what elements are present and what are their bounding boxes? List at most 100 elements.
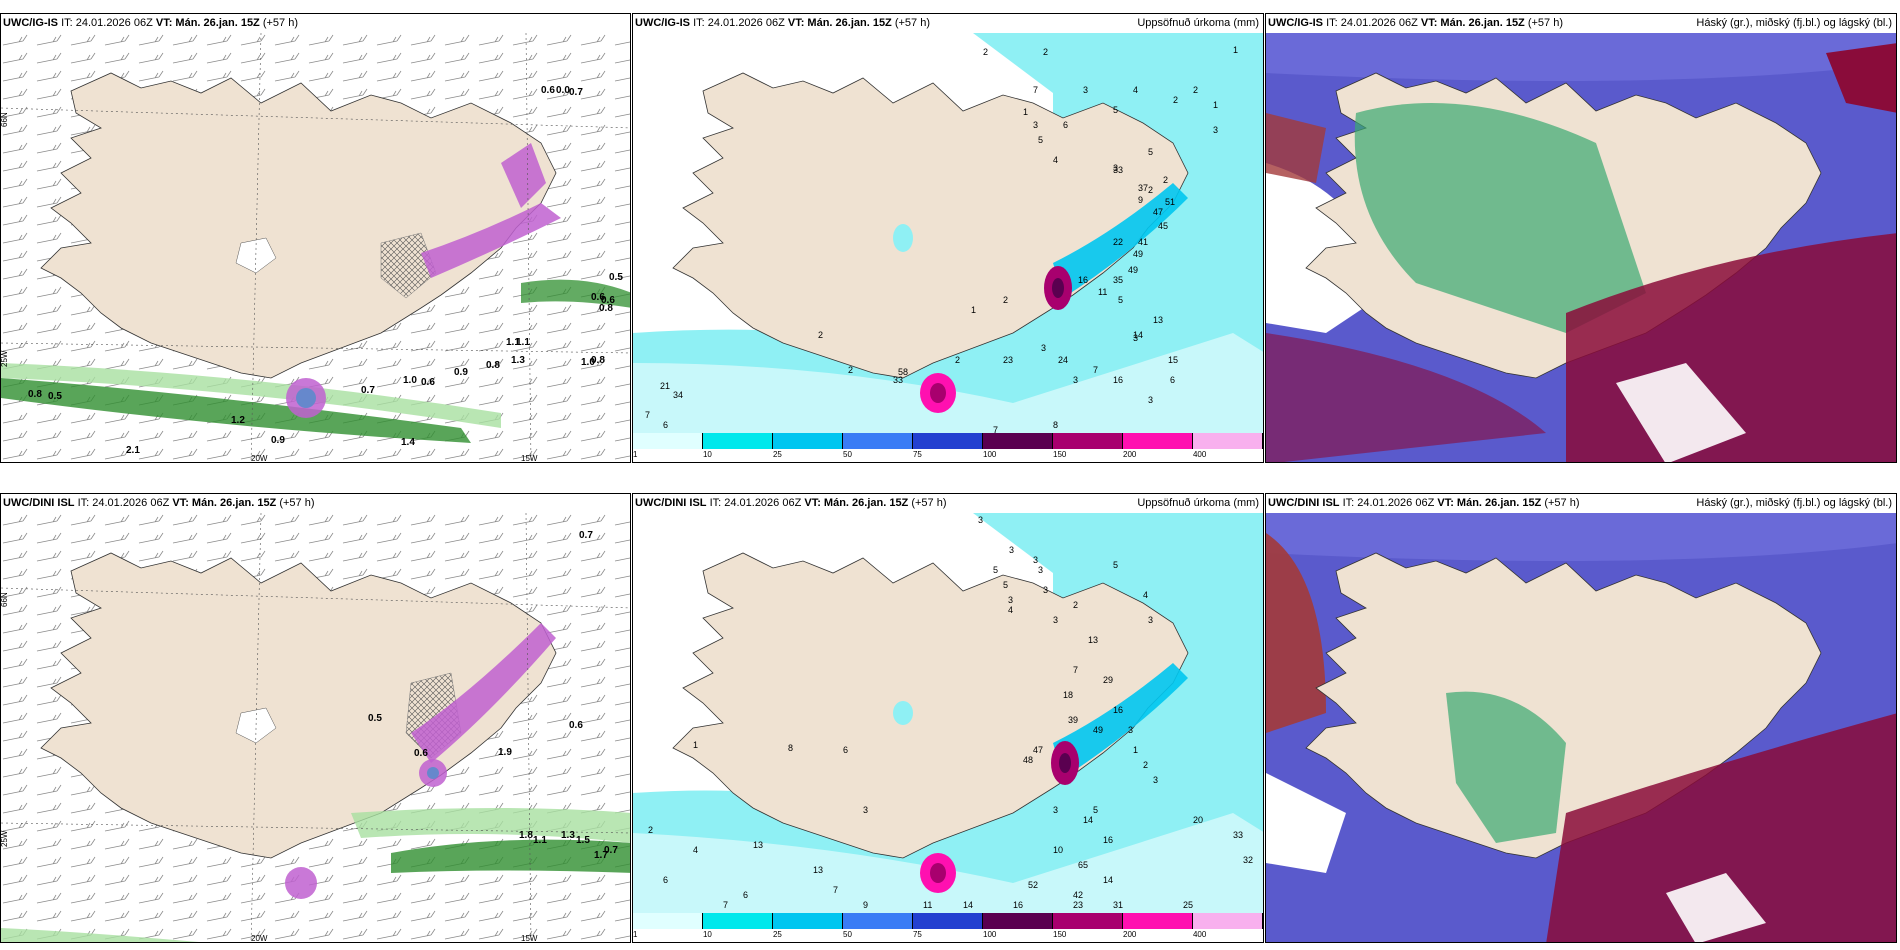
lat-label-25w: 25W [1, 830, 9, 847]
value-label: 2 [1003, 295, 1008, 305]
colorbar-label: 50 [843, 930, 852, 939]
value-label: 0.7 [569, 87, 583, 98]
value-label: 3 [1073, 375, 1078, 385]
value-label: 13 [753, 840, 763, 850]
panel-title: UWC/DINI ISL IT: 24.01.2026 06Z VT: Mán.… [635, 497, 1259, 509]
value-label: 2 [1143, 760, 1148, 770]
value-label: 4 [1008, 605, 1013, 615]
value-label: 0.9 [454, 367, 468, 378]
panel-title: UWC/DINI ISL IT: 24.01.2026 06Z VT: Mán.… [1268, 497, 1892, 509]
colorbar-label: 50 [843, 450, 852, 459]
wind-value-labels: 0.70.61.90.50.61.8 1.1 1.3 1.51.70.7 [368, 530, 618, 861]
value-label: 0.5 [48, 391, 62, 402]
snow-band [411, 623, 556, 763]
value-label: 3 [978, 515, 983, 525]
colorbar-swatch [983, 913, 1053, 929]
value-label: 7 [993, 425, 998, 433]
value-label: 0.6 [421, 377, 435, 388]
colorbar-labels: 1 10 25 50 75 100 150 200 400 [633, 450, 1263, 462]
value-label: 52 [1028, 880, 1038, 890]
panel-bot-mid-precip: UWC/DINI ISL IT: 24.01.2026 06Z VT: Mán.… [632, 493, 1264, 943]
value-label: 0.9 [271, 435, 285, 446]
value-label: 3 [1053, 805, 1058, 815]
colorbar-swatch [1123, 913, 1193, 929]
value-label: 29 [1103, 675, 1113, 685]
precip-colorbar [633, 913, 1263, 929]
value-label: 42 [1073, 890, 1083, 900]
value-label: 21 [660, 381, 670, 391]
colorbar-label: 75 [912, 930, 922, 939]
value-label: 49 [1093, 725, 1103, 735]
value-label: 0.0 [556, 85, 570, 96]
colorbar-label: 10 [702, 930, 712, 939]
value-label: 4 [1053, 155, 1058, 165]
panel-title: UWC/IG-IS IT: 24.01.2026 06Z VT: Mán. 26… [635, 17, 1259, 29]
value-label: 47 [1033, 745, 1043, 755]
colorbar-swatch [983, 433, 1053, 449]
value-label: 3 [1083, 85, 1088, 95]
colorbar-label: 200 [1123, 450, 1137, 459]
value-label: 33 [1113, 165, 1123, 175]
value-label: 1 [693, 740, 698, 750]
colorbar-label: 25 [772, 930, 782, 939]
value-label: 2 [1193, 85, 1198, 95]
value-label: 11 [923, 900, 932, 910]
value-label: 2 [1073, 600, 1078, 610]
lat-label-66n: 66N [1, 592, 9, 607]
value-label: 49 [1128, 265, 1138, 275]
snow-band [421, 203, 561, 278]
value-label: 1 [1133, 745, 1138, 755]
lat-label-66n: 66N [1, 112, 9, 127]
colorbar-label: 400 [1192, 930, 1207, 939]
colorbar-swatch [843, 433, 913, 449]
wind-map: 66N 25W 20W 15W 0.7 0.6 1.9 0.5 0.6 1.8 1.1 1.3… [1, 513, 630, 943]
value-label: 4 [1133, 85, 1138, 95]
lon-label-15w: 15W [521, 454, 538, 463]
precip-value-labels: 3355343333254313729183949474831416651631… [648, 515, 1253, 910]
lon-label-20w: 20W [251, 934, 268, 943]
value-label: 1.9 [498, 747, 512, 758]
lat-label-64n: 25W [1, 350, 9, 367]
value-label: 3 [1008, 595, 1013, 605]
value-label: 22 [1113, 237, 1123, 247]
value-label: 7 [723, 900, 728, 910]
value-label: 8 [788, 743, 793, 753]
value-label: 20 [1193, 815, 1203, 825]
value-label: 2 [983, 47, 988, 57]
wind-value-labels: 0.6 0.0 0.70.50.60.60.81.11.3 1.00.80.80.90… [28, 85, 623, 456]
value-label: 45 [1158, 221, 1168, 231]
value-label: 5 [1093, 805, 1098, 815]
panel-top-right-cloud: UWC/IG-IS IT: 24.01.2026 06Z VT: Mán. 26… [1265, 13, 1897, 463]
value-label: 2 [955, 355, 960, 365]
value-label: 5 [1113, 105, 1118, 115]
value-label: 14 [1133, 330, 1143, 340]
value-label: 2 [1173, 95, 1178, 105]
precip-band [1, 378, 471, 443]
colorbar-swatch [703, 913, 773, 929]
value-label: 3 [1113, 163, 1118, 173]
value-label: 0.8 [486, 360, 500, 371]
value-label: 3 [1041, 343, 1046, 353]
value-label: 0.5 [609, 272, 623, 283]
value-label: 4 [1143, 590, 1148, 600]
wind-map: 66N 25W 20W 15W 0.6 0.0 0.70.50.60.60.81.1… [1, 33, 630, 463]
value-label: 3 [1033, 120, 1038, 130]
value-label: 10 [1053, 845, 1063, 855]
colorbar-swatch [1053, 913, 1123, 929]
value-label: 1.1 [516, 337, 530, 348]
value-label: 14 [963, 900, 973, 910]
value-label: 6 [1063, 120, 1068, 130]
low-cloud [1546, 713, 1896, 942]
value-label: 11 [1098, 287, 1107, 297]
colorbar-label: 100 [983, 450, 997, 459]
value-label: 3 [1033, 555, 1038, 565]
value-label: 0.6 [414, 748, 428, 759]
colorbar-swatch [633, 913, 703, 929]
colorbar-label: 150 [1053, 450, 1067, 459]
value-label: 6 [663, 875, 668, 885]
value-label: 13 [1088, 635, 1098, 645]
value-label: 1.1 [506, 337, 520, 348]
value-label: 2 [648, 825, 653, 835]
value-label: 16 [1113, 705, 1123, 715]
value-label: 2 [1043, 47, 1048, 57]
